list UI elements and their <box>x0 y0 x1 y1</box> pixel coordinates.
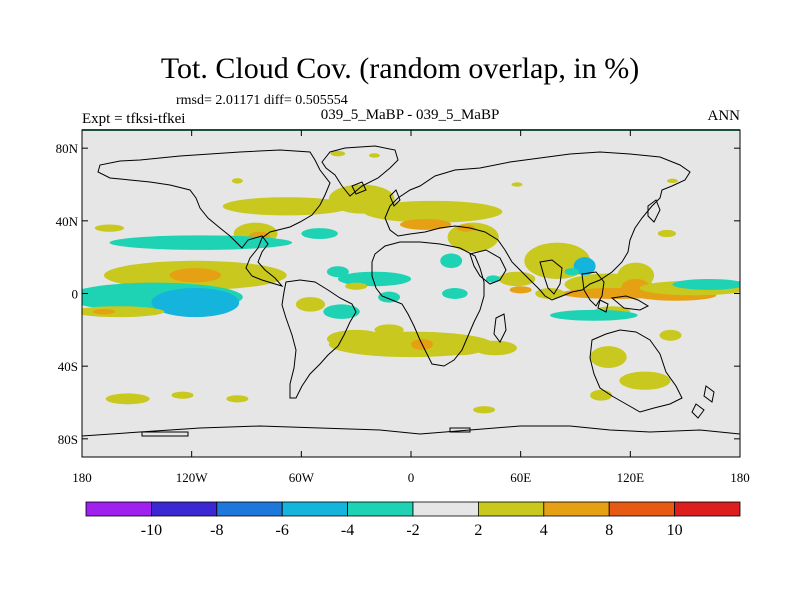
anomaly-region <box>590 346 627 368</box>
x-tick-label: 60W <box>289 470 315 485</box>
anomaly-region <box>231 178 243 184</box>
anomaly-region <box>326 266 349 278</box>
colorbar-bin <box>412 501 479 517</box>
anomaly-region <box>582 260 594 269</box>
anomaly-region <box>498 271 536 287</box>
colorbar-bin <box>216 501 283 517</box>
colorbar-bin <box>281 501 349 517</box>
anomaly-region <box>109 235 293 250</box>
anomaly-region <box>226 395 249 403</box>
colorbar-bin <box>347 501 414 517</box>
chart-title: Tot. Cloud Cov. (random overlap, in %) <box>160 52 640 85</box>
anomaly-region <box>222 197 351 216</box>
y-tick-label: 0 <box>72 287 79 302</box>
anomaly-region <box>345 282 368 290</box>
anomaly-region <box>105 393 150 405</box>
anomaly-region <box>473 340 518 356</box>
coastlines <box>82 145 740 437</box>
experiment-label: Expt = tfksi-tfkei <box>82 111 186 127</box>
season-label: ANN <box>707 108 741 124</box>
colorbar-label: -4 <box>341 522 354 539</box>
anomaly-region <box>337 271 412 287</box>
colorbar-bin <box>150 501 218 517</box>
colorbar-label: -6 <box>276 522 289 539</box>
colorbar-label: -10 <box>141 522 162 539</box>
x-tick-label: 0 <box>408 470 415 485</box>
anomaly-region <box>94 224 125 232</box>
colorbar: -10 -8 -6 -4 -2 2 4 8 10 <box>85 501 741 539</box>
anomaly-region <box>82 306 165 318</box>
anomaly-region <box>590 389 613 401</box>
y-tick-label: 80S <box>58 432 78 447</box>
anomaly-region <box>619 371 671 390</box>
colorbar-bin <box>674 501 741 517</box>
anomaly-region <box>432 340 485 356</box>
colorbar-bin <box>543 501 610 517</box>
x-tick-label: 180 <box>730 470 750 485</box>
anomaly-region <box>92 308 115 315</box>
anomaly-region <box>326 329 386 348</box>
anomaly-region <box>151 288 240 318</box>
x-tick-label: 60E <box>510 470 531 485</box>
anomaly-region <box>535 288 565 299</box>
anomaly-region <box>171 391 194 399</box>
anomaly-region <box>301 228 338 239</box>
x-tick-label: 120W <box>176 470 209 485</box>
anomaly-region <box>442 288 468 299</box>
colorbar-label: -2 <box>406 522 419 539</box>
anomaly-region <box>295 297 326 312</box>
anomaly-region <box>657 229 677 238</box>
colorbar-label: -8 <box>210 522 223 539</box>
anomaly-region <box>672 278 740 290</box>
anomaly-region <box>363 200 503 223</box>
axes: 180 120W 60W 0 60E 120E 180 80N 40N 0 40S 80S <box>56 130 750 485</box>
anomaly-region <box>456 224 475 232</box>
colorbar-label: 8 <box>605 522 613 539</box>
anomaly-regions <box>82 150 740 414</box>
colorbar-label: 4 <box>540 522 548 539</box>
anomaly-region <box>330 150 346 157</box>
stats-label: rmsd= 2.01171 diff= 0.505554 <box>176 93 348 108</box>
colorbar-label: 10 <box>667 522 683 539</box>
y-tick-label: 40N <box>56 214 79 229</box>
anomaly-region <box>400 219 452 230</box>
anomaly-region <box>549 309 638 321</box>
anomaly-region <box>485 275 501 283</box>
x-tick-label: 120E <box>617 470 645 485</box>
anomaly-region <box>509 286 532 294</box>
anomaly-region <box>473 406 496 414</box>
anomaly-region <box>659 329 682 341</box>
anomaly-region <box>169 268 221 283</box>
y-tick-label: 40S <box>58 359 78 374</box>
y-tick-label: 80N <box>56 141 79 156</box>
colorbar-label: 2 <box>474 522 482 539</box>
x-tick-label: 180 <box>72 470 92 485</box>
anomaly-region <box>440 253 463 269</box>
subtitle-label: 039_5_MaBP - 039_5_MaBP <box>320 107 500 123</box>
anomaly-region <box>323 304 360 319</box>
anomaly-region <box>378 291 401 303</box>
anomaly-region <box>564 268 580 276</box>
anomaly-region <box>511 182 523 187</box>
colorbar-bin <box>85 501 152 517</box>
colorbar-bin <box>608 501 676 517</box>
anomaly-region <box>368 153 380 158</box>
colorbar-bin <box>477 501 545 517</box>
anomaly-region <box>666 178 678 184</box>
